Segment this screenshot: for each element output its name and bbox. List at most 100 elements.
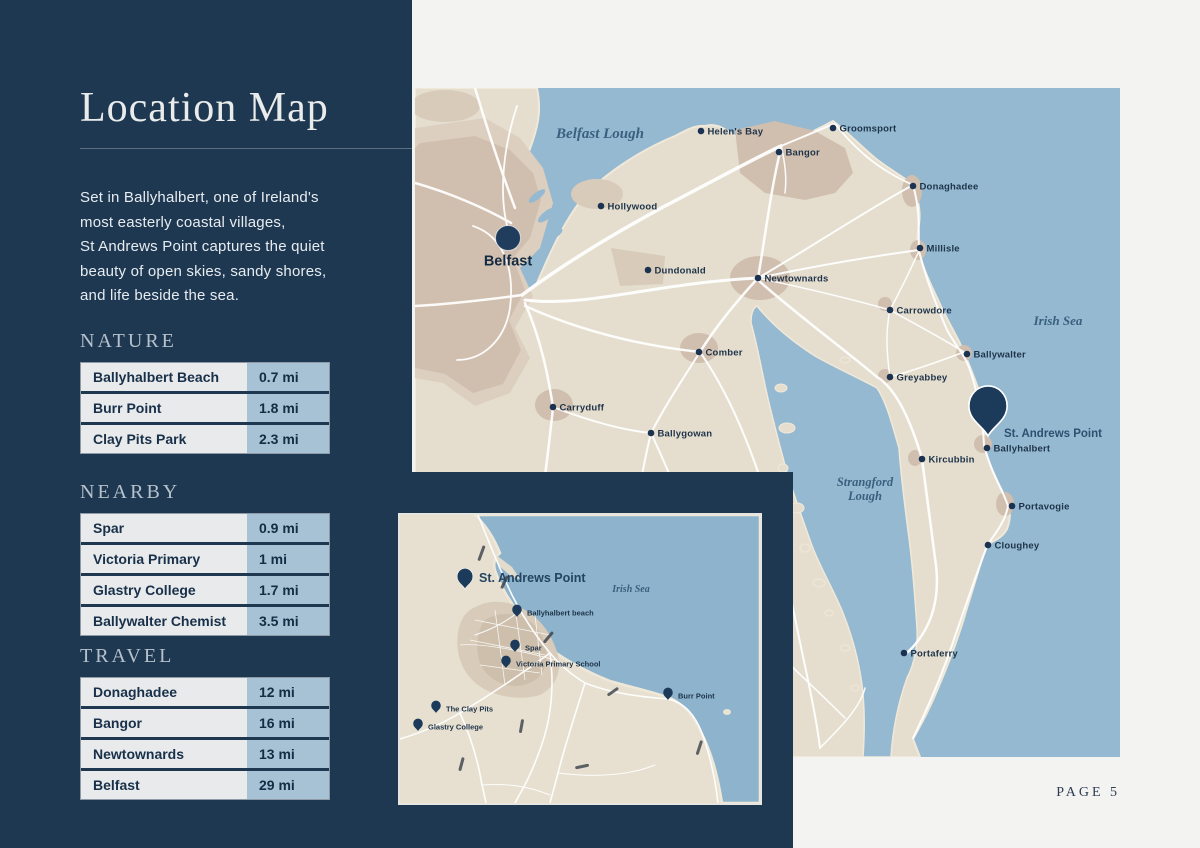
distance-cell: 1.8 mi xyxy=(247,394,329,422)
sidebar-section: TRAVEL Donaghadee 12 mi Bangor 16 mi Newtowna… xyxy=(80,645,330,800)
inset-roads xyxy=(400,515,719,803)
town-marker-dot xyxy=(647,429,655,437)
town-label: Kircubbin xyxy=(929,454,975,465)
distance-cell: 16 mi xyxy=(247,709,329,737)
place-name-cell: Glastry College xyxy=(81,576,247,604)
poi-label: Spar xyxy=(525,644,542,653)
distance-cell: 1 mi xyxy=(247,545,329,573)
main-map-labels: Belfast Lough Irish Sea Strangford Lough Hel… xyxy=(484,123,1102,659)
inset-map-svg: Irish Sea Ballyhalbert beach Spar Victoria … xyxy=(400,515,760,803)
distance-cell: 1.7 mi xyxy=(247,576,329,604)
town-marker-dot xyxy=(1008,502,1016,510)
sidebar-section: NEARBY Spar 0.9 mi Victoria Primary 1 mi Glas… xyxy=(80,481,330,636)
distance-cell: 13 mi xyxy=(247,740,329,768)
distance-table: Ballyhalbert Beach 0.7 mi Burr Point 1.8 mi… xyxy=(80,362,330,454)
poi-pin-icon xyxy=(510,639,520,652)
page-number: PAGE 5 xyxy=(1056,785,1120,800)
sea-label: Belfast Lough xyxy=(555,126,644,142)
town-label: Millisle xyxy=(927,243,960,254)
poi-pin-icon xyxy=(413,718,423,731)
town-label: Comber xyxy=(706,347,743,358)
st-andrews-point-pin-icon xyxy=(968,385,1008,438)
poi-pin-icon xyxy=(663,687,673,700)
section-heading: TRAVEL xyxy=(80,645,175,667)
town-label: Hollywood xyxy=(608,201,658,212)
town-label: Greyabbey xyxy=(897,372,948,383)
place-name-cell: Newtownards xyxy=(81,740,247,768)
town-marker-dot xyxy=(900,649,908,657)
intro-text: Set in Ballyhalbert, one of Ireland's mo… xyxy=(80,189,327,304)
poi-label: Ballyhalbert beach xyxy=(527,609,594,618)
section-heading: NEARBY xyxy=(80,481,181,503)
belfast-city-marker xyxy=(495,225,521,251)
inset-sand-spit xyxy=(496,555,520,579)
poi-pin-icon xyxy=(512,604,522,617)
sea-label: Irish Sea xyxy=(611,584,650,595)
inset-map: Irish Sea Ballyhalbert beach Spar Victoria … xyxy=(398,513,762,805)
sidebar-section: NATURE Ballyhalbert Beach 0.7 mi Burr Point… xyxy=(80,330,330,454)
town-label: Carrowdore xyxy=(897,305,952,316)
poi-pin-icon xyxy=(501,655,511,668)
inset-map-labels: Irish Sea Ballyhalbert beach Spar Victoria … xyxy=(413,568,715,732)
town-label: Newtownards xyxy=(765,273,829,284)
town-label: Ballywalter xyxy=(974,349,1026,360)
town-marker-dot xyxy=(549,403,557,411)
town-label: Bangor xyxy=(786,147,821,158)
town-label: Groomsport xyxy=(840,123,898,134)
distance-cell: 3.5 mi xyxy=(247,607,329,635)
town-marker-dot xyxy=(754,274,762,282)
distance-cell: 29 mi xyxy=(247,771,329,799)
table-row: Ballyhalbert Beach 0.7 mi xyxy=(81,363,329,391)
place-name-cell: Belfast xyxy=(81,771,247,799)
roads xyxy=(415,88,1010,757)
page-title: Location Map xyxy=(80,85,329,131)
poi-pin-icon xyxy=(431,700,441,713)
town-marker-dot xyxy=(983,444,991,452)
poi-label: Victoria Primary School xyxy=(516,660,600,669)
table-row: Ballywalter Chemist 3.5 mi xyxy=(81,607,329,635)
town-marker-dot xyxy=(695,348,703,356)
town-label: Portavogie xyxy=(1019,501,1070,512)
inset-islet xyxy=(723,709,731,715)
distance-cell: 0.9 mi xyxy=(247,514,329,542)
town-marker-dot xyxy=(829,124,837,132)
poi-label: The Clay Pits xyxy=(446,705,493,714)
place-name-cell: Burr Point xyxy=(81,394,247,422)
road-label-marks xyxy=(458,545,703,771)
title-divider xyxy=(80,148,412,149)
distance-table: Spar 0.9 mi Victoria Primary 1 mi Glastry Co… xyxy=(80,513,330,636)
town-label: Ballyhalbert xyxy=(994,443,1051,454)
lough-islands xyxy=(774,356,860,692)
section-heading: NATURE xyxy=(80,330,177,352)
strangford-lough-water xyxy=(750,305,918,757)
table-row: Clay Pits Park 2.3 mi xyxy=(81,425,329,453)
town-marker-dot xyxy=(918,455,926,463)
distance-table: Donaghadee 12 mi Bangor 16 mi Newtownards 13 … xyxy=(80,677,330,800)
town-label: Ballygowan xyxy=(658,428,713,439)
st-andrews-point-label: St. Andrews Point xyxy=(1004,428,1102,440)
town-marker-dot xyxy=(963,350,971,358)
place-name-cell: Spar xyxy=(81,514,247,542)
sidebar-sections: NATURE Ballyhalbert Beach 0.7 mi Burr Point… xyxy=(80,330,330,827)
town-marker-dot xyxy=(597,202,605,210)
st-andrews-point-pin-icon xyxy=(456,568,474,590)
distance-cell: 2.3 mi xyxy=(247,425,329,453)
town-marker-dot xyxy=(909,182,917,190)
poi-label: Burr Point xyxy=(678,692,715,701)
town-label: Helen's Bay xyxy=(708,126,764,137)
sea-label: Irish Sea xyxy=(1033,313,1083,328)
sidebar: Location Map Set in Ballyhalbert, one of… xyxy=(0,0,412,848)
town-marker-dot xyxy=(886,373,894,381)
table-row: Belfast 29 mi xyxy=(81,771,329,799)
town-label: Portaferry xyxy=(911,648,959,659)
table-row: Donaghadee 12 mi xyxy=(81,678,329,706)
table-row: Spar 0.9 mi xyxy=(81,514,329,542)
table-row: Bangor 16 mi xyxy=(81,709,329,737)
table-row: Victoria Primary 1 mi xyxy=(81,545,329,573)
place-name-cell: Victoria Primary xyxy=(81,545,247,573)
belfast-city-label: Belfast xyxy=(484,254,533,270)
distance-cell: 0.7 mi xyxy=(247,363,329,391)
st-andrews-point-label: St. Andrews Point xyxy=(479,571,586,585)
town-marker-dot xyxy=(697,127,705,135)
